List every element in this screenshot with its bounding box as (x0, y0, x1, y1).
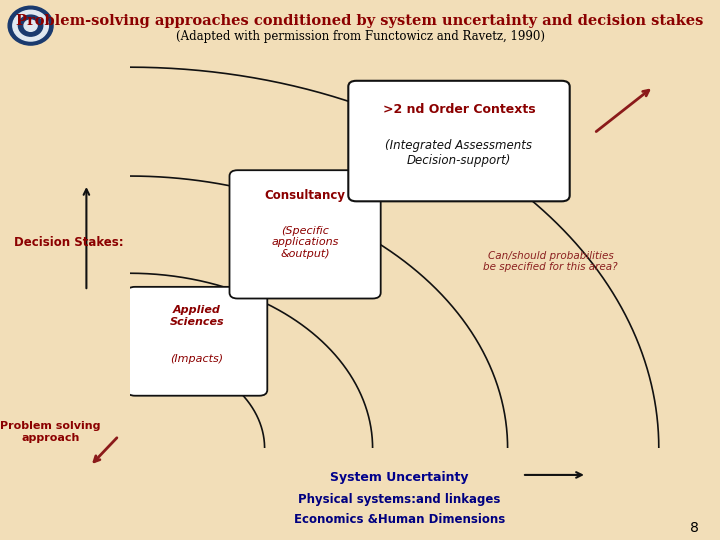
Text: Applied
Sciences: Applied Sciences (170, 305, 225, 327)
Text: 8: 8 (690, 521, 698, 535)
Text: (Integrated Assessments
Decision-support): (Integrated Assessments Decision-support… (385, 139, 533, 167)
Text: System Uncertainty: System Uncertainty (330, 471, 469, 484)
Text: Economics &Human Dimensions: Economics &Human Dimensions (294, 513, 505, 526)
Text: >2 nd Order Contexts: >2 nd Order Contexts (383, 104, 535, 117)
Text: (Specific
applications
&output): (Specific applications &output) (271, 226, 339, 259)
Circle shape (24, 20, 37, 31)
Text: Consultancy: Consultancy (265, 189, 346, 202)
Text: Physical systems:and linkages: Physical systems:and linkages (298, 493, 501, 506)
Text: (Adapted with permission from Functowicz and Ravetz, 1990): (Adapted with permission from Functowicz… (176, 30, 544, 43)
FancyBboxPatch shape (230, 170, 381, 299)
Text: Can/should probabilities
be specified for this area?: Can/should probabilities be specified fo… (484, 251, 618, 272)
Circle shape (8, 6, 53, 45)
Circle shape (13, 10, 48, 41)
FancyBboxPatch shape (127, 287, 267, 396)
Text: Problem solving
approach: Problem solving approach (0, 421, 101, 443)
Text: Problem-solving approaches conditioned by system uncertainty and decision stakes: Problem-solving approaches conditioned b… (17, 14, 703, 28)
Circle shape (19, 15, 42, 36)
Text: Decision Stakes:: Decision Stakes: (14, 237, 123, 249)
Text: (Impacts): (Impacts) (171, 354, 224, 364)
FancyBboxPatch shape (348, 81, 570, 201)
